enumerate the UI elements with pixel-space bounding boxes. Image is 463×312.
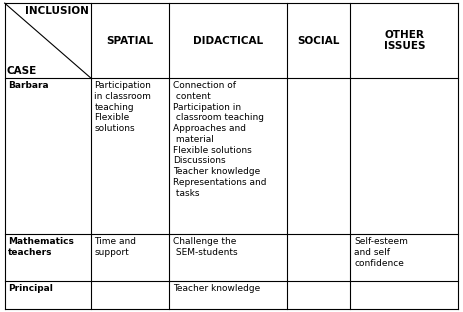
- Text: Principal: Principal: [8, 285, 53, 293]
- Text: Self-esteem
and self
confidence: Self-esteem and self confidence: [354, 237, 408, 267]
- Text: Challenge the
 SEM-students: Challenge the SEM-students: [173, 237, 238, 257]
- Text: Participation
in classroom
teaching
Flexible
solutions: Participation in classroom teaching Flex…: [94, 81, 151, 133]
- Text: SOCIAL: SOCIAL: [297, 36, 340, 46]
- Text: SPATIAL: SPATIAL: [106, 36, 154, 46]
- Text: Connection of
 content
Participation in
 classroom teaching
Approaches and
 mate: Connection of content Participation in c…: [173, 81, 267, 197]
- Text: OTHER
ISSUES: OTHER ISSUES: [384, 30, 425, 51]
- Text: Teacher knowledge: Teacher knowledge: [173, 285, 260, 293]
- Text: Barbara: Barbara: [8, 81, 49, 90]
- Text: CASE: CASE: [7, 66, 37, 76]
- Text: Time and
support: Time and support: [94, 237, 137, 257]
- Text: Mathematics
teachers: Mathematics teachers: [8, 237, 74, 257]
- Text: DIDACTICAL: DIDACTICAL: [193, 36, 263, 46]
- Text: INCLUSION: INCLUSION: [25, 6, 88, 16]
